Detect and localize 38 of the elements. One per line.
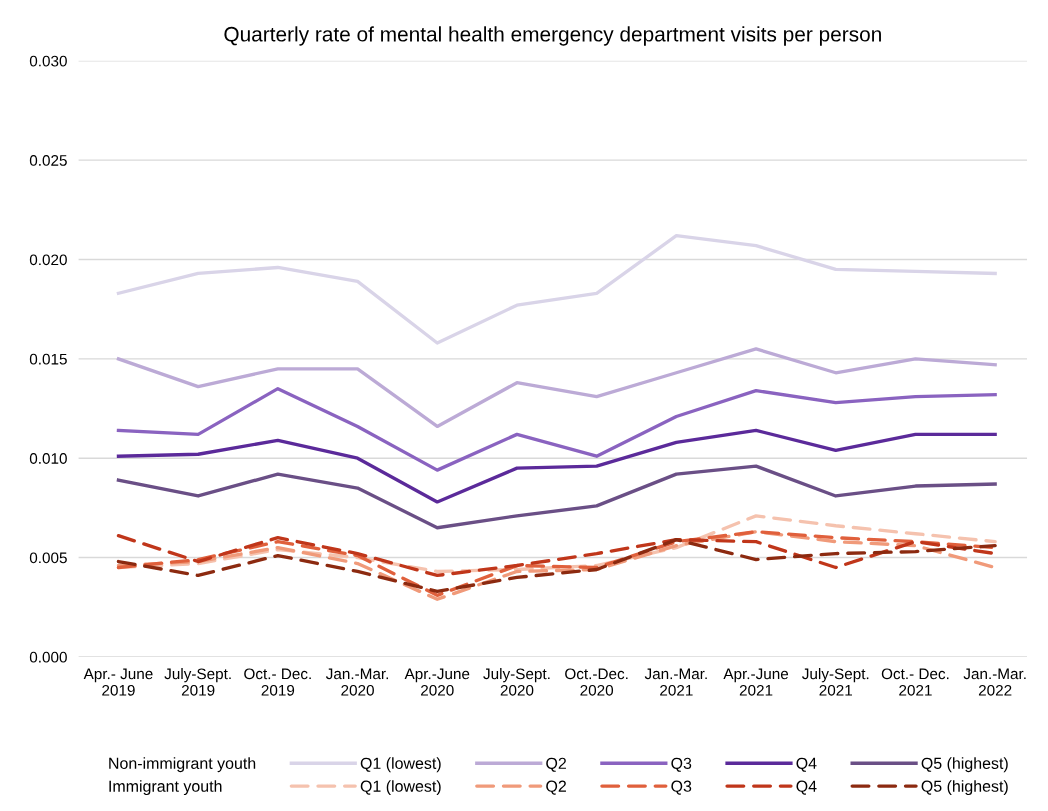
- legend-label: Q3: [671, 780, 692, 795]
- legend-label: Q2: [546, 757, 566, 772]
- legend-label: Q1 (lowest): [360, 780, 441, 796]
- x-tick-label: Apr.-June 2021: [723, 668, 789, 696]
- line-series: [116, 234, 997, 345]
- x-tick-label: Jan.-Mar. 2022: [963, 668, 1026, 696]
- y-tick-label: 0.020: [29, 254, 67, 266]
- legend-label: Q5 (highest): [921, 780, 1008, 796]
- y-tick-label: 0.015: [29, 353, 67, 365]
- legend-label: Q2: [546, 780, 566, 795]
- legend-label: Q3: [671, 757, 692, 772]
- y-tick-label: 0.005: [29, 552, 67, 564]
- x-tick-label: July-Sept. 2020: [483, 668, 550, 696]
- x-tick-label: July-Sept. 2021: [802, 668, 869, 696]
- legend-label: Q5 (highest): [921, 757, 1008, 773]
- legend-label: Q4: [796, 757, 817, 772]
- legend-label: Q1 (lowest): [360, 757, 441, 773]
- legend-label: Q4: [796, 780, 817, 795]
- text: Immigrant youth: [109, 780, 222, 796]
- y-tick-label: 0.030: [29, 55, 67, 67]
- text: Non-immigrant youth: [109, 757, 256, 773]
- y-tick-label: 0.025: [29, 155, 67, 166]
- y-tick-label: 0.000: [29, 651, 67, 663]
- line-series: [116, 347, 997, 429]
- line-series: [116, 464, 997, 530]
- line-series: [116, 428, 997, 504]
- x-tick-label: Jan.-Mar. 2020: [325, 668, 388, 696]
- x-tick-label: Oct.- Dec. 2021: [881, 668, 949, 696]
- x-tick-label: Oct.-Dec. 2020: [565, 668, 628, 696]
- x-tick-label: Apr.-June 2020: [404, 668, 470, 696]
- x-tick-label: Jan.-Mar. 2021: [644, 668, 707, 696]
- line-series: [116, 538, 997, 594]
- x-tick-label: July-Sept. 2019: [164, 668, 231, 696]
- chart-title: Quarterly rate of mental health emergency department visits per person: [224, 26, 881, 46]
- x-tick-label: Oct.- Dec. 2019: [244, 668, 311, 696]
- x-tick-label: Apr.- June 2019: [83, 668, 153, 696]
- y-tick-label: 0.010: [29, 453, 67, 464]
- line-series: [116, 387, 997, 472]
